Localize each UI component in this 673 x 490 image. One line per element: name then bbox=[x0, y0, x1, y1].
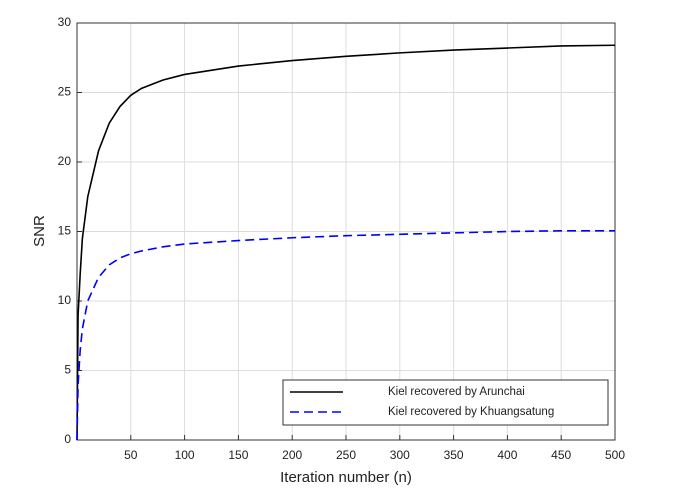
y-tick-label: 20 bbox=[58, 154, 72, 168]
x-tick-label: 500 bbox=[605, 448, 625, 462]
y-tick-label: 15 bbox=[58, 224, 72, 238]
x-tick-label: 150 bbox=[228, 448, 248, 462]
x-tick-label: 350 bbox=[444, 448, 464, 462]
x-tick-label: 250 bbox=[336, 448, 356, 462]
x-tick-label: 300 bbox=[390, 448, 410, 462]
y-tick-label: 5 bbox=[64, 363, 71, 377]
legend-label: Kiel recovered by Khuangsatung bbox=[388, 406, 554, 418]
x-tick-label: 400 bbox=[497, 448, 517, 462]
series-line bbox=[76, 230, 615, 441]
y-tick-label: 30 bbox=[58, 15, 72, 29]
y-tick-label: 10 bbox=[58, 293, 72, 307]
x-tick-label: 450 bbox=[551, 448, 571, 462]
y-axis-label: SNR bbox=[31, 215, 48, 247]
legend-box bbox=[282, 379, 609, 426]
x-tick-label: 50 bbox=[124, 448, 138, 462]
legend-label: Kiel recovered by Arunchai bbox=[388, 386, 525, 398]
x-tick-label: 100 bbox=[175, 448, 195, 462]
y-tick-label: 25 bbox=[58, 85, 72, 99]
y-tick-label: 0 bbox=[64, 432, 71, 446]
x-tick-label: 200 bbox=[282, 448, 302, 462]
series-line bbox=[76, 44, 616, 441]
x-axis-label: Iteration number (n) bbox=[280, 469, 412, 486]
